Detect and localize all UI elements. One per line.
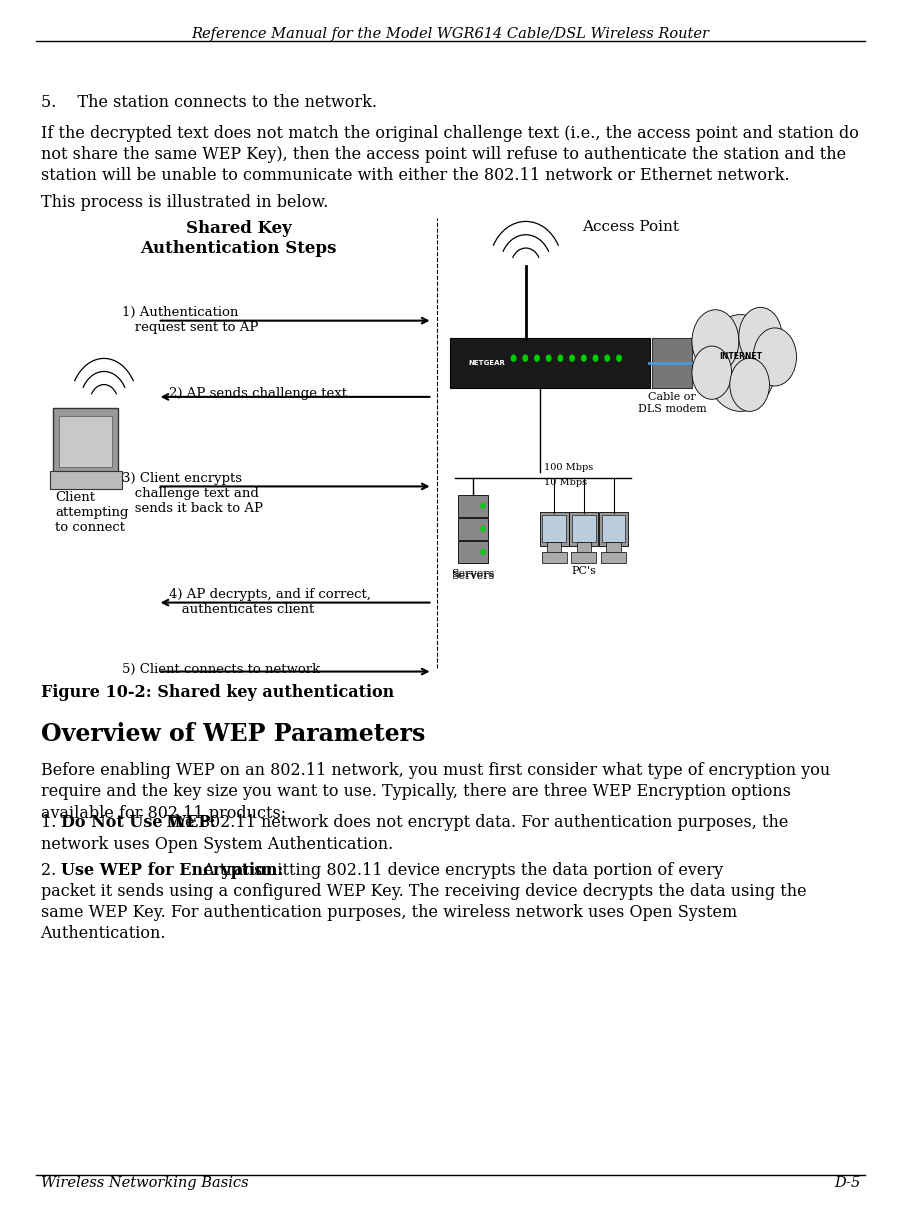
Text: If the decrypted text does not match the original challenge text (i.e., the acce: If the decrypted text does not match the…: [41, 125, 859, 142]
FancyBboxPatch shape: [59, 416, 112, 467]
FancyBboxPatch shape: [450, 338, 650, 388]
Circle shape: [605, 356, 610, 362]
Circle shape: [582, 356, 587, 362]
Text: 3) Client encrypts
   challenge text and
   sends it back to AP: 3) Client encrypts challenge text and se…: [122, 472, 262, 515]
Circle shape: [753, 328, 796, 386]
Text: packet it sends using a configured WEP Key. The receiving device decrypts the da: packet it sends using a configured WEP K…: [41, 883, 806, 900]
Circle shape: [730, 358, 769, 411]
Text: 2) AP sends challenge text: 2) AP sends challenge text: [169, 387, 348, 401]
Text: available for 802.11 products:: available for 802.11 products:: [41, 805, 286, 822]
FancyBboxPatch shape: [458, 518, 488, 540]
Circle shape: [481, 503, 485, 508]
Circle shape: [546, 356, 551, 362]
FancyBboxPatch shape: [542, 515, 566, 542]
Text: Wireless Networking Basics: Wireless Networking Basics: [41, 1176, 248, 1191]
FancyBboxPatch shape: [53, 408, 118, 476]
Circle shape: [569, 356, 575, 362]
Circle shape: [692, 310, 739, 373]
Text: This process is illustrated in below.: This process is illustrated in below.: [41, 194, 328, 211]
Circle shape: [535, 356, 540, 362]
Text: Overview of WEP Parameters: Overview of WEP Parameters: [41, 722, 425, 747]
Text: PC's: PC's: [571, 566, 596, 576]
Circle shape: [692, 346, 732, 399]
Text: network uses Open System Authentication.: network uses Open System Authentication.: [41, 835, 393, 853]
Circle shape: [705, 315, 777, 411]
Text: 10 Mbps: 10 Mbps: [544, 478, 587, 486]
FancyBboxPatch shape: [601, 552, 626, 563]
Text: 1.: 1.: [41, 814, 61, 831]
FancyBboxPatch shape: [458, 495, 488, 517]
Circle shape: [616, 356, 622, 362]
Text: Authentication.: Authentication.: [41, 926, 166, 943]
Circle shape: [739, 307, 782, 365]
Text: Servers: Servers: [451, 569, 495, 578]
FancyBboxPatch shape: [542, 552, 567, 563]
Circle shape: [559, 356, 563, 362]
Text: D-5: D-5: [834, 1176, 860, 1191]
Text: Reference Manual for the Model WGR614 Cable/DSL Wireless Router: Reference Manual for the Model WGR614 Ca…: [192, 27, 709, 41]
Text: Servers: Servers: [451, 571, 495, 581]
Text: Use WEP for Encryption:: Use WEP for Encryption:: [61, 862, 284, 878]
FancyBboxPatch shape: [569, 512, 598, 546]
Text: 4) AP decrypts, and if correct,
   authenticates client: 4) AP decrypts, and if correct, authenti…: [169, 588, 371, 616]
Text: 5.  The station connects to the network.: 5. The station connects to the network.: [41, 94, 377, 111]
Text: Access Point: Access Point: [582, 220, 679, 235]
FancyBboxPatch shape: [602, 515, 625, 542]
Text: require and the key size you want to use. Typically, there are three WEP Encrypt: require and the key size you want to use…: [41, 784, 790, 801]
Text: station will be unable to communicate with either the 802.11 network or Ethernet: station will be unable to communicate wi…: [41, 167, 789, 184]
Text: not share the same WEP Key), then the access point will refuse to authenticate t: not share the same WEP Key), then the ac…: [41, 145, 846, 163]
FancyBboxPatch shape: [577, 542, 591, 557]
Circle shape: [523, 356, 528, 362]
Text: 1) Authentication
   request sent to AP: 1) Authentication request sent to AP: [122, 306, 258, 334]
Text: INTERNET: INTERNET: [719, 352, 762, 362]
Text: 100 Mbps: 100 Mbps: [544, 463, 594, 472]
FancyBboxPatch shape: [606, 542, 621, 557]
Circle shape: [512, 356, 516, 362]
FancyBboxPatch shape: [599, 512, 628, 546]
Text: 5) Client connects to network: 5) Client connects to network: [122, 663, 320, 676]
Text: A transmitting 802.11 device encrypts the data portion of every: A transmitting 802.11 device encrypts th…: [198, 862, 724, 878]
Text: Figure 10-2: Shared key authentication: Figure 10-2: Shared key authentication: [41, 684, 394, 701]
Circle shape: [481, 549, 485, 554]
FancyBboxPatch shape: [571, 552, 596, 563]
Text: same WEP Key. For authentication purposes, the wireless network uses Open System: same WEP Key. For authentication purpose…: [41, 904, 737, 921]
Text: Do Not Use WEP:: Do Not Use WEP:: [61, 814, 216, 831]
Text: Cable or
DLS modem: Cable or DLS modem: [638, 392, 706, 414]
FancyBboxPatch shape: [652, 338, 692, 388]
Circle shape: [481, 526, 485, 531]
Circle shape: [593, 356, 598, 362]
Text: Before enabling WEP on an 802.11 network, you must first consider what type of e: Before enabling WEP on an 802.11 network…: [41, 762, 830, 779]
FancyBboxPatch shape: [540, 512, 569, 546]
FancyBboxPatch shape: [50, 471, 122, 489]
Text: The 802.11 network does not encrypt data. For authentication purposes, the: The 802.11 network does not encrypt data…: [159, 814, 788, 831]
FancyBboxPatch shape: [458, 541, 488, 563]
Text: Shared Key
Authentication Steps: Shared Key Authentication Steps: [141, 220, 337, 257]
Text: Client
attempting
to connect: Client attempting to connect: [55, 491, 129, 535]
FancyBboxPatch shape: [547, 542, 561, 557]
Text: 2.: 2.: [41, 862, 61, 878]
Text: NETGEAR: NETGEAR: [469, 361, 505, 365]
FancyBboxPatch shape: [572, 515, 596, 542]
